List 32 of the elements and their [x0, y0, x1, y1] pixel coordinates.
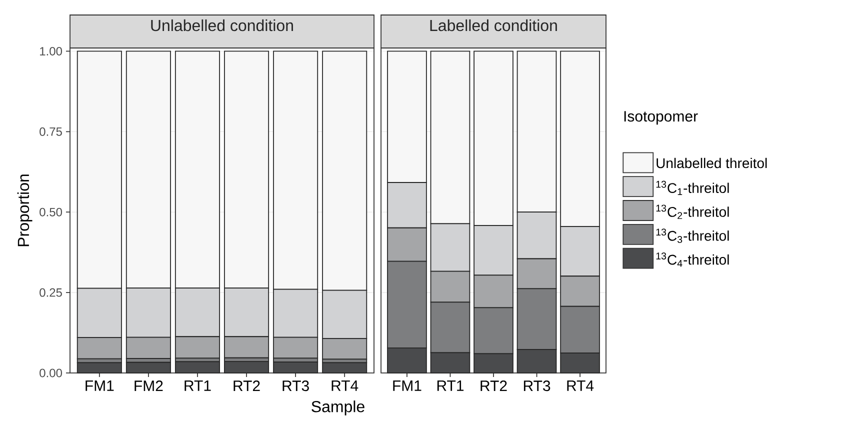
x-tick-label: RT1: [437, 380, 464, 391]
x-tick-label: FM1: [86, 380, 114, 391]
y-tick-label: 0.75: [40, 127, 62, 136]
bar: [273, 362, 318, 374]
chart-title: Labelled condition: [430, 19, 557, 32]
x-tick-label: FM1: [393, 380, 422, 391]
legend-label: $^{13}$C$_{3}$-threitol: [656, 228, 729, 243]
x-tick-label: RT3: [524, 380, 550, 392]
bar: [224, 360, 270, 374]
chart-title: Unlabelled condition: [151, 19, 293, 32]
x-tick-label: RT2: [234, 380, 260, 391]
legend-label: $^{13}$C$_{2}$-threitol: [656, 204, 729, 219]
x-tick-label: RT4: [332, 380, 358, 391]
y-tick-label: 0.25: [40, 288, 62, 297]
legend-label: $^{13}$C$_{1}$-threitol: [656, 180, 729, 196]
x-axis-title: Sample: [312, 400, 364, 416]
bar: [76, 362, 122, 374]
bar: [126, 362, 171, 374]
bar: [174, 361, 220, 374]
y-axis-title: Proportion: [17, 174, 32, 246]
legend-title: Isotopomer: [624, 111, 698, 125]
x-tick-label: RT1: [184, 380, 211, 391]
y-tick-label: 0.00: [40, 368, 62, 378]
x-tick-label: RT3: [282, 380, 309, 392]
x-tick-label: RT4: [567, 380, 594, 391]
legend-label: Unlabelled threitol: [656, 158, 767, 168]
bar: [322, 362, 368, 374]
y-tick-label: 0.50: [40, 208, 62, 216]
x-tick-label: FM2: [134, 380, 163, 391]
legend-label: $^{13}$C$_{4}$-threitol: [656, 252, 729, 267]
y-tick-label: 1.00: [40, 46, 62, 56]
x-tick-label: RT2: [480, 380, 507, 391]
